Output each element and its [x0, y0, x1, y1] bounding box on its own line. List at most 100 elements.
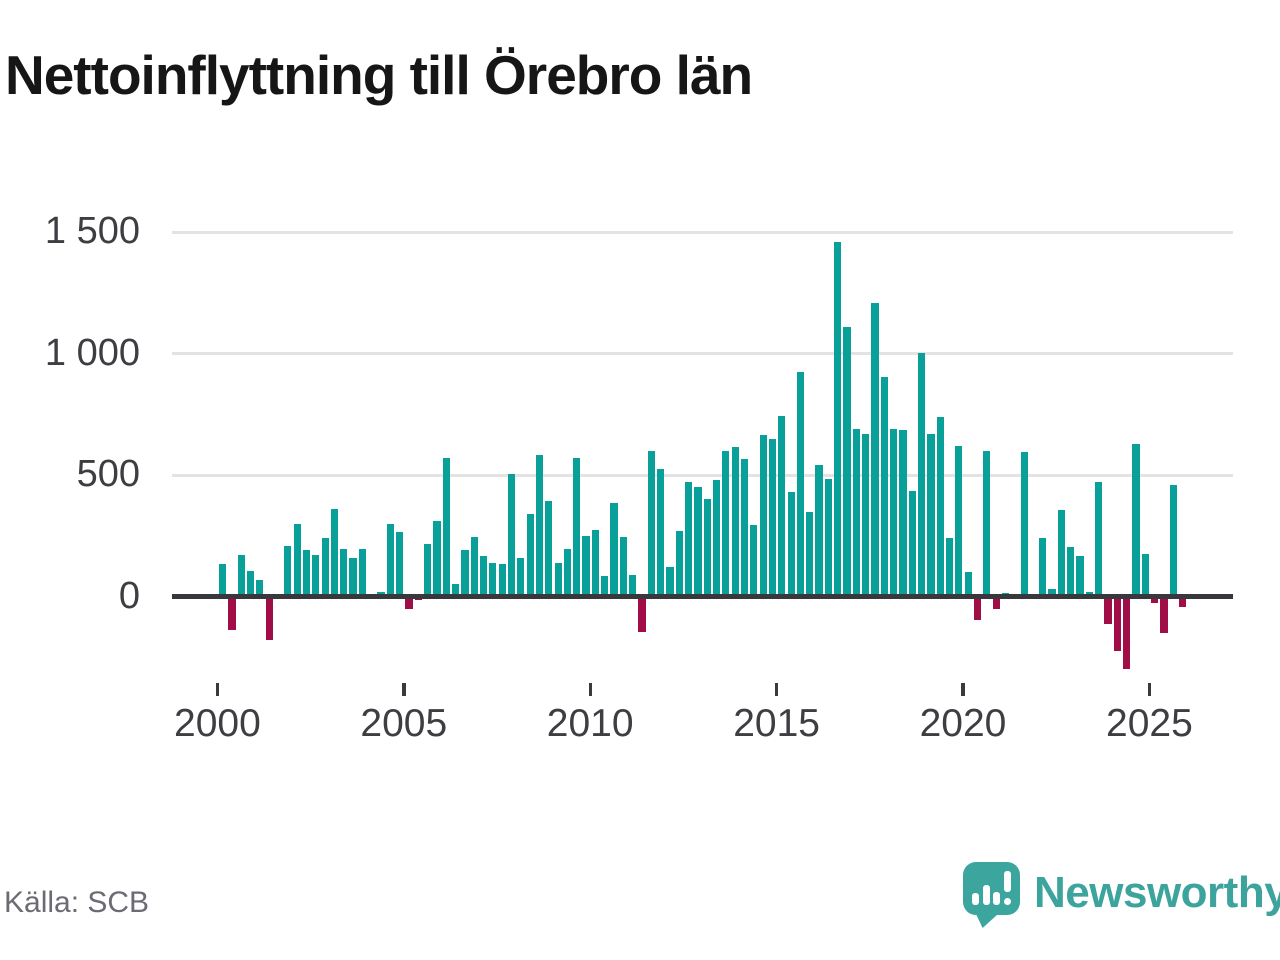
bar-positive	[899, 430, 907, 597]
bar-positive	[284, 545, 292, 597]
bar-positive	[834, 242, 842, 597]
bar-positive	[666, 567, 674, 597]
bar-positive	[815, 465, 823, 597]
x-axis-label: 2020	[919, 702, 1007, 745]
bar-negative	[1160, 596, 1168, 633]
bar-positive	[256, 579, 264, 597]
x-axis-label: 2010	[546, 702, 634, 745]
source-label: Källa: SCB	[4, 886, 150, 919]
x-axis-tick	[588, 683, 592, 696]
bar-positive	[563, 549, 572, 597]
bar-positive	[1095, 482, 1103, 597]
bar-positive	[424, 544, 432, 597]
bar-positive	[498, 563, 506, 597]
bar-positive	[526, 513, 534, 597]
bar-negative	[1178, 596, 1187, 608]
bar-positive	[237, 555, 245, 597]
bar-positive	[340, 549, 348, 597]
bar-positive	[489, 562, 497, 597]
bar-positive	[312, 555, 320, 597]
bar-positive	[936, 416, 944, 597]
bar-positive	[694, 487, 702, 597]
bar-positive	[1076, 556, 1084, 597]
exclamation-icon	[1003, 871, 1011, 905]
bar-positive	[219, 563, 227, 597]
x-axis-label: 2000	[174, 702, 261, 745]
bar-positive	[1141, 554, 1149, 597]
bar-negative	[638, 596, 646, 632]
bar-positive	[955, 446, 963, 597]
bar-positive	[731, 447, 739, 597]
x-axis-tick	[215, 683, 220, 696]
bar-positive	[675, 530, 683, 597]
x-axis-tick	[961, 683, 965, 696]
bar-positive	[330, 509, 339, 597]
bar-positive	[610, 503, 618, 597]
bar-positive	[918, 352, 926, 597]
bar-positive	[358, 549, 366, 597]
y-gridline	[172, 473, 1233, 477]
bar-positive	[945, 538, 954, 597]
bar-positive	[787, 492, 795, 597]
x-axis-label: 2025	[1106, 702, 1193, 745]
bar-positive	[806, 511, 814, 597]
x-axis-tick	[1147, 683, 1152, 696]
bar-positive	[890, 429, 898, 597]
bar-positive	[880, 376, 888, 597]
bar-positive	[535, 454, 544, 597]
speech-bubble-tail	[976, 914, 998, 928]
bar-positive	[582, 535, 590, 597]
x-axis-label: 2015	[733, 702, 820, 745]
bar-positive	[554, 562, 562, 597]
bar-positive	[293, 523, 301, 597]
bar-positive	[386, 523, 394, 597]
bar-positive	[470, 537, 478, 597]
bar-positive	[759, 435, 767, 597]
chart-title: Nettoinflyttning till Örebro län	[5, 44, 753, 106]
bar-positive	[461, 550, 469, 597]
zero-axis-line	[172, 594, 1233, 599]
bar-positive	[479, 556, 488, 597]
bar-positive	[722, 450, 730, 597]
bar-positive	[712, 480, 721, 597]
bar-positive	[964, 572, 972, 597]
bar-negative	[1123, 596, 1131, 670]
bar-positive	[927, 433, 935, 597]
y-gridline	[172, 352, 1233, 356]
bar-negative	[405, 596, 413, 609]
bar-positive	[852, 429, 860, 597]
bar-negative	[265, 596, 273, 641]
bar-positive	[433, 521, 441, 597]
bar-positive	[396, 532, 404, 597]
bar-positive	[750, 524, 758, 597]
bar-positive	[862, 433, 870, 597]
bar-positive	[591, 529, 599, 597]
bar-positive	[321, 538, 329, 597]
bar-positive	[517, 557, 525, 597]
bar-negative	[1113, 596, 1121, 652]
bar-negative	[992, 596, 1000, 609]
bar-positive	[908, 490, 916, 597]
newsworthy-brand: Newsworthy	[963, 862, 1280, 932]
bar-positive	[507, 473, 516, 597]
bar-positive	[768, 438, 777, 597]
bar-positive	[545, 500, 553, 597]
bar-positive	[442, 458, 450, 597]
x-axis-label: 2005	[360, 702, 448, 745]
bar-positive	[1020, 452, 1028, 597]
bar-positive	[1132, 443, 1140, 597]
x-axis-tick	[402, 683, 406, 696]
x-axis-tick	[774, 683, 779, 696]
bar-positive	[983, 450, 991, 597]
bar-positive	[843, 327, 851, 597]
newsworthy-wordmark: Newsworthy	[1034, 868, 1280, 917]
bar-positive	[349, 557, 357, 597]
bar-positive	[619, 537, 627, 597]
bar-positive	[778, 415, 786, 597]
y-axis-label: 0	[118, 574, 140, 617]
bar-negative	[228, 596, 236, 631]
bar-negative	[1151, 596, 1159, 603]
bar-positive	[302, 550, 311, 597]
